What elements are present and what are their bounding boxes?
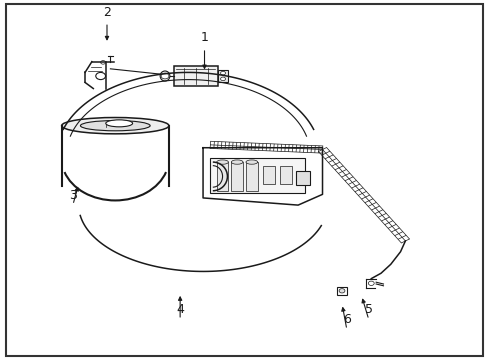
Bar: [336, 287, 346, 295]
Text: 4: 4: [176, 303, 183, 316]
Circle shape: [161, 73, 168, 79]
Text: 5: 5: [364, 303, 372, 316]
Text: 6: 6: [342, 313, 350, 326]
Ellipse shape: [105, 120, 132, 127]
Ellipse shape: [245, 160, 257, 164]
Text: 3: 3: [69, 189, 77, 202]
Bar: [210, 158, 305, 193]
Ellipse shape: [231, 160, 243, 164]
Circle shape: [220, 77, 225, 81]
Circle shape: [367, 281, 373, 285]
Text: 1: 1: [200, 31, 208, 44]
Ellipse shape: [216, 160, 228, 164]
Bar: [231, 162, 243, 191]
Circle shape: [96, 72, 105, 80]
Bar: [280, 166, 291, 184]
Ellipse shape: [80, 121, 150, 131]
Text: 2: 2: [103, 6, 111, 19]
Ellipse shape: [61, 117, 168, 134]
Circle shape: [338, 289, 344, 293]
Circle shape: [101, 60, 105, 64]
Ellipse shape: [160, 71, 169, 81]
Circle shape: [220, 71, 225, 75]
Bar: [173, 66, 217, 86]
Bar: [263, 166, 274, 184]
Bar: [295, 171, 310, 185]
Bar: [216, 162, 228, 191]
Bar: [245, 162, 257, 191]
Bar: [217, 69, 228, 82]
